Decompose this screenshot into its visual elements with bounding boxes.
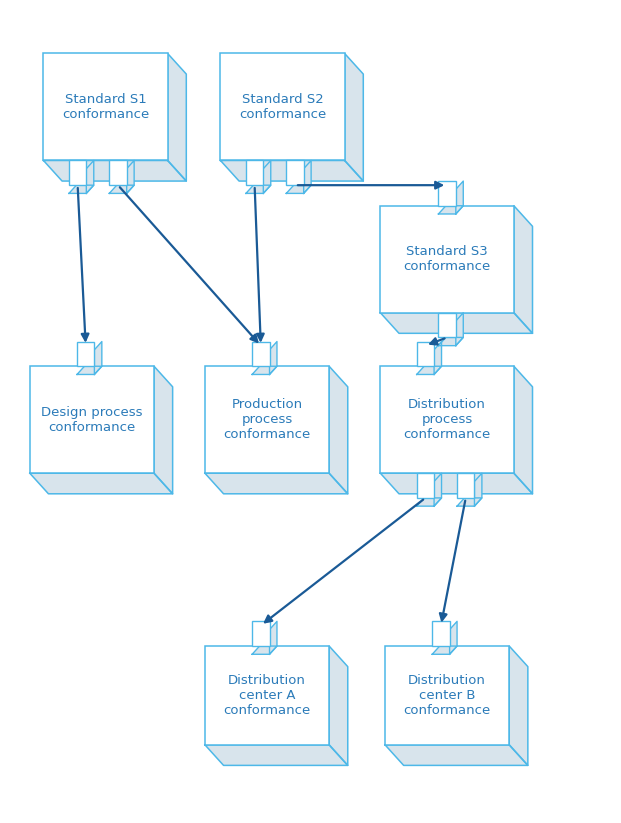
- Polygon shape: [30, 473, 173, 494]
- Bar: [385, 646, 509, 745]
- Polygon shape: [329, 646, 348, 765]
- Polygon shape: [86, 160, 94, 193]
- Polygon shape: [434, 342, 442, 374]
- Polygon shape: [127, 160, 134, 193]
- Polygon shape: [434, 473, 442, 506]
- Bar: [457, 473, 474, 498]
- Polygon shape: [514, 366, 532, 494]
- Polygon shape: [252, 646, 277, 654]
- Text: Distribution
center B
conformance: Distribution center B conformance: [404, 674, 491, 717]
- Polygon shape: [246, 185, 271, 193]
- Bar: [432, 621, 450, 646]
- Polygon shape: [263, 160, 271, 193]
- Text: Standard S3
conformance: Standard S3 conformance: [404, 245, 491, 273]
- Polygon shape: [205, 473, 348, 494]
- Bar: [380, 366, 514, 473]
- Polygon shape: [304, 160, 311, 193]
- Bar: [438, 181, 456, 206]
- Polygon shape: [109, 185, 134, 193]
- Polygon shape: [438, 206, 463, 214]
- Polygon shape: [514, 206, 532, 333]
- Polygon shape: [252, 366, 277, 374]
- Polygon shape: [385, 745, 528, 765]
- Bar: [77, 342, 94, 366]
- Polygon shape: [286, 185, 311, 193]
- Bar: [417, 473, 434, 498]
- Bar: [205, 646, 329, 745]
- Text: Standard S1
conformance: Standard S1 conformance: [62, 93, 149, 121]
- Bar: [30, 366, 154, 473]
- Bar: [43, 53, 168, 160]
- Polygon shape: [456, 181, 463, 214]
- Polygon shape: [438, 337, 463, 346]
- Polygon shape: [380, 313, 532, 333]
- Text: Standard S2
conformance: Standard S2 conformance: [239, 93, 326, 121]
- Polygon shape: [220, 160, 363, 181]
- Bar: [246, 160, 263, 185]
- Polygon shape: [509, 646, 528, 765]
- Bar: [205, 366, 329, 473]
- Polygon shape: [380, 473, 532, 494]
- Text: Production
process
conformance: Production process conformance: [224, 398, 310, 441]
- Polygon shape: [417, 498, 442, 506]
- Polygon shape: [345, 53, 363, 181]
- Bar: [220, 53, 345, 160]
- Polygon shape: [43, 160, 186, 181]
- Bar: [109, 160, 127, 185]
- Text: Distribution
process
conformance: Distribution process conformance: [404, 398, 491, 441]
- Bar: [417, 342, 434, 366]
- Bar: [252, 621, 270, 646]
- Text: Distribution
center A
conformance: Distribution center A conformance: [224, 674, 310, 717]
- Polygon shape: [69, 185, 94, 193]
- Polygon shape: [456, 313, 463, 346]
- Text: Design process
conformance: Design process conformance: [41, 406, 143, 434]
- Polygon shape: [457, 498, 482, 506]
- Polygon shape: [168, 53, 186, 181]
- Polygon shape: [270, 621, 277, 654]
- Polygon shape: [154, 366, 173, 494]
- Polygon shape: [77, 366, 102, 374]
- Bar: [252, 342, 270, 366]
- Polygon shape: [270, 342, 277, 374]
- Polygon shape: [474, 473, 482, 506]
- Bar: [69, 160, 86, 185]
- Polygon shape: [94, 342, 102, 374]
- Polygon shape: [329, 366, 348, 494]
- Polygon shape: [432, 646, 457, 654]
- Bar: [438, 313, 456, 337]
- Bar: [286, 160, 304, 185]
- Polygon shape: [450, 621, 457, 654]
- Polygon shape: [417, 366, 442, 374]
- Bar: [380, 206, 514, 313]
- Polygon shape: [205, 745, 348, 765]
